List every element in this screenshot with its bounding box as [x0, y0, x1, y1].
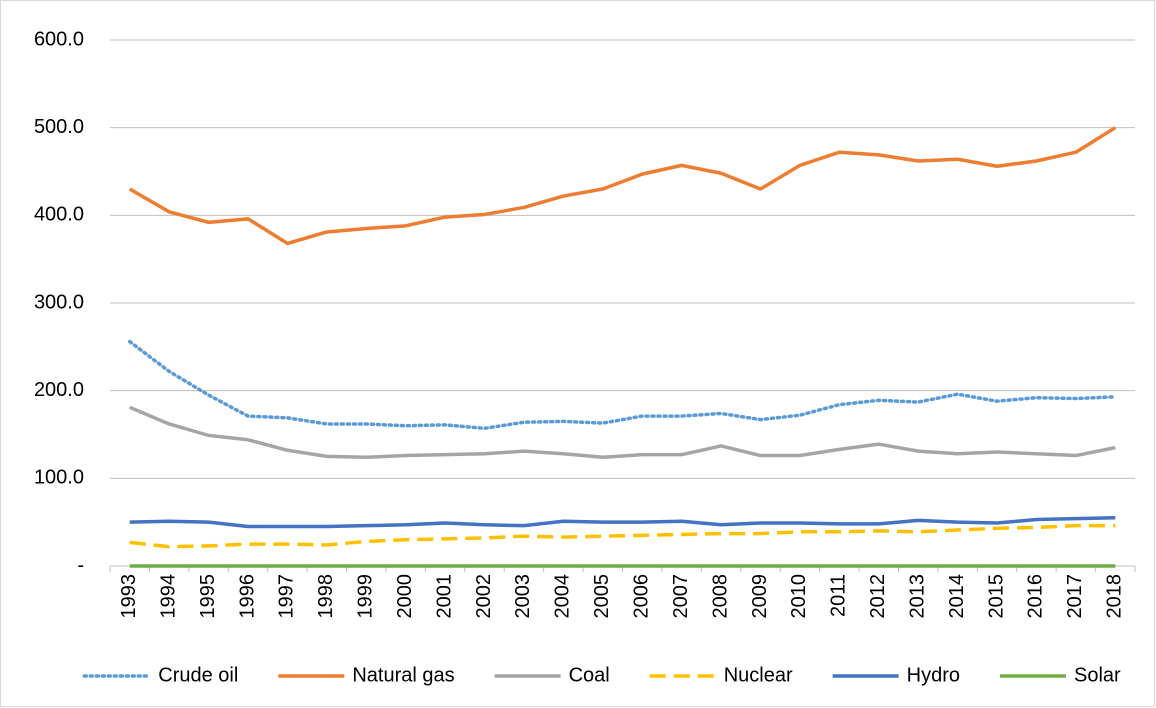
x-tick-label: 2017 [1064, 574, 1086, 619]
legend-label: Hydro [907, 664, 960, 686]
x-tick-label: 2014 [946, 574, 968, 619]
y-tick-label: 100.0 [34, 467, 84, 489]
legend-label: Coal [569, 664, 610, 686]
legend-label: Natural gas [352, 664, 454, 686]
x-tick-label: 2008 [709, 574, 731, 619]
y-tick-label: 500.0 [34, 116, 84, 138]
y-tick-label: 200.0 [34, 379, 84, 401]
x-tick-label: 2018 [1104, 574, 1126, 619]
x-tick-label: 1999 [355, 574, 377, 619]
x-tick-label: 2005 [591, 574, 613, 619]
y-tick-label: 600.0 [34, 28, 84, 50]
y-tick-label: - [77, 554, 84, 576]
x-tick-label: 1993 [118, 574, 140, 619]
x-tick-label: 2004 [552, 574, 574, 619]
x-tick-label: 2001 [433, 574, 455, 619]
y-tick-label: 400.0 [34, 204, 84, 226]
legend-label: Solar [1074, 664, 1121, 686]
x-tick-label: 2011 [828, 574, 850, 617]
legend-label: Nuclear [724, 664, 793, 686]
x-tick-label: 1996 [236, 574, 258, 619]
x-tick-label: 2007 [670, 574, 692, 619]
line-series [127, 339, 1118, 431]
x-tick-label: 2002 [473, 574, 495, 619]
x-tick-label: 2006 [630, 574, 652, 619]
x-tick-label: 1995 [197, 574, 219, 619]
x-tick-label: 2010 [788, 574, 810, 619]
x-tick-label: 2013 [906, 574, 928, 619]
x-tick-label: 2000 [394, 574, 416, 619]
line-series [128, 126, 1117, 246]
x-tick-label: 1994 [157, 574, 179, 619]
x-tick-label: 2015 [985, 574, 1007, 619]
x-tick-label: 2009 [749, 574, 771, 619]
line-series [129, 516, 1116, 529]
legend-label: Crude oil [158, 664, 238, 686]
line-series [129, 523, 1116, 549]
y-tick-label: 300.0 [34, 291, 84, 313]
x-tick-label: 1998 [315, 574, 337, 619]
x-tick-label: 1997 [276, 574, 298, 619]
x-tick-label: 2012 [867, 574, 889, 619]
x-tick-label: 2016 [1025, 574, 1047, 619]
legend: Crude oil Natural gas Coal Nuclear Hydro Sola… [82, 664, 1121, 686]
line-series [129, 405, 1116, 460]
x-tick-label: 2003 [512, 574, 534, 619]
